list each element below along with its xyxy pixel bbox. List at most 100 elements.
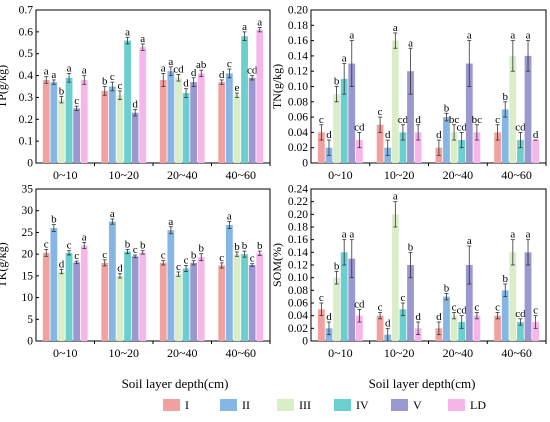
legend-swatch-ii [220, 399, 237, 411]
legend-label-iv: IV [356, 398, 369, 412]
tk-bar [190, 262, 198, 341]
som-y-tick-label: 0.24 [288, 184, 308, 196]
tk-x-tick-label: 10~20 [109, 346, 140, 360]
tn-x-tick-label: 0~10 [328, 168, 353, 182]
tk-significance-label: a [227, 211, 232, 223]
tk-x-tick-label: 20~40 [167, 346, 198, 360]
tn-y-axis-label: TN(g/kg) [270, 64, 284, 109]
tp-bar [58, 99, 65, 163]
tk-significance-label: b [257, 240, 263, 252]
tp-significance-label: a [125, 26, 130, 38]
tp-significance-label: d [183, 78, 189, 90]
tn-y-tick-label: 0.10 [288, 81, 308, 93]
tp-y-tick-label: 0.5 [19, 48, 34, 60]
tn-bar [509, 55, 517, 163]
tp-significance-label: c [227, 58, 232, 70]
tn-bar [355, 140, 363, 163]
tp-bar [131, 112, 139, 163]
tn-bar [348, 63, 356, 163]
tk-bar [248, 265, 256, 341]
som-significance-label: b [502, 273, 508, 285]
tk-bar [256, 253, 264, 341]
tp-bar [248, 77, 256, 163]
tp-significance-label: a [257, 16, 262, 28]
tk-x-tick-label: 0~10 [53, 346, 78, 360]
tk-bar [50, 228, 58, 341]
tk-significance-label: b [140, 240, 146, 252]
tn-y-tick-label: 0.12 [288, 66, 308, 78]
tn-bar [407, 71, 414, 163]
legend-swatch-iv [334, 399, 351, 411]
som-bar [532, 322, 540, 341]
tk-significance-label: c [67, 240, 72, 252]
som-y-tick-label: 0.14 [288, 247, 308, 259]
tn-bar [414, 132, 422, 163]
tk-y-tick-label: 35 [22, 184, 34, 196]
som-bar [333, 277, 340, 341]
som-bar [317, 309, 325, 341]
tp-significance-label: b [102, 76, 108, 88]
tk-bar [65, 252, 73, 341]
tp-bar [73, 108, 81, 163]
tn-bar [465, 63, 473, 163]
tn-bar [340, 78, 348, 163]
tn-significance-label: bc [472, 114, 483, 126]
tn-significance-label: bc [449, 114, 460, 126]
tn-significance-label: d [385, 129, 391, 141]
som-x-tick-label: 10~20 [384, 346, 415, 360]
tn-bar [524, 55, 532, 163]
tn-chart-panel: 0 0.02 0.04 0.06 0.08 0.10 0.12 0.14 0.16 0.18 0.2… [270, 5, 547, 182]
som-significance-label: b [444, 283, 450, 295]
som-significance-label: c [452, 302, 457, 314]
tk-bar [124, 251, 131, 341]
tn-y-tick-label: 0.20 [288, 5, 308, 17]
tn-significance-label: a [408, 37, 413, 49]
tk-significance-label: c [44, 238, 49, 250]
tk-bar [73, 262, 81, 341]
tp-y-tick-label: 0.2 [19, 114, 34, 126]
tk-significance-label: d [59, 258, 65, 270]
legend: I II III IV V LD [163, 398, 486, 412]
som-significance-label: d [385, 317, 391, 329]
tn-significance-label: cd [456, 121, 467, 133]
tk-bar [167, 230, 175, 341]
tk-significance-label: a [168, 216, 173, 228]
tn-y-tick-label: 0.14 [288, 50, 308, 62]
tp-significance-label: a [161, 62, 166, 74]
tk-significance-label: b [125, 238, 131, 250]
som-significance-label: c [474, 302, 479, 314]
tn-significance-label: c [495, 114, 500, 126]
tp-bar [225, 73, 233, 163]
som-significance-label: cd [515, 308, 526, 320]
legend-swatch-ld [448, 399, 465, 411]
tp-significance-label: a [242, 21, 247, 33]
som-significance-label: a [510, 229, 515, 241]
tp-bar [159, 79, 167, 163]
som-significance-label: a [393, 191, 398, 203]
tn-y-tick-label: 0.08 [288, 96, 308, 108]
tp-significance-label: c [74, 95, 79, 107]
tk-y-tick-label: 30 [22, 205, 34, 217]
tn-y-tick-label: 0.18 [288, 20, 308, 32]
tn-significance-label: a [349, 30, 354, 42]
som-significance-label: d [415, 311, 421, 323]
som-significance-label: c [533, 305, 538, 317]
tn-bar [333, 94, 340, 163]
som-bar [509, 252, 517, 341]
tn-significance-label: cd [354, 121, 365, 133]
tn-significance-label: c [319, 114, 324, 126]
tp-bar [197, 73, 205, 163]
legend-label-ii: II [242, 398, 250, 412]
som-bar [450, 315, 458, 341]
tp-significance-label: a [168, 56, 173, 68]
tp-x-tick-label: 0~10 [53, 168, 78, 182]
tn-y-tick-label: 0.02 [288, 142, 308, 154]
som-bar [391, 214, 399, 341]
tp-chart-panel: 00.10.20.30.40.50.60.7TP(g/kg)0~10a abaca… [0, 5, 271, 182]
tp-y-tick-label: 0.7 [19, 5, 34, 17]
tn-bar [376, 124, 384, 163]
tp-bar [175, 77, 182, 163]
tn-bar [391, 40, 399, 163]
som-y-axis-label: SOM(%) [270, 243, 284, 287]
